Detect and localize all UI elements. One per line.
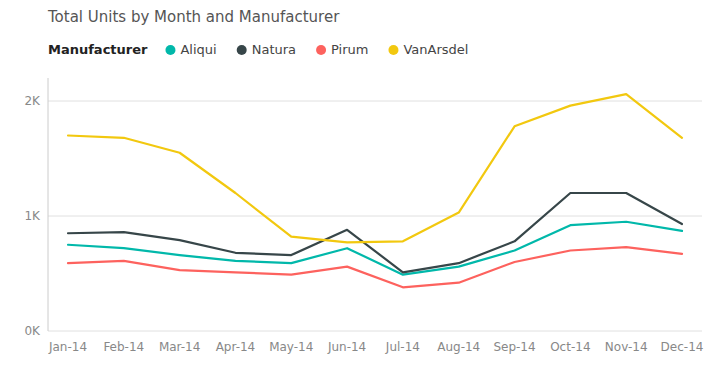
y-axis-line [48,78,49,331]
x-tick-label: Jan-14 [48,340,87,354]
x-tick-label: Mar-14 [159,340,200,354]
x-tick-label: Apr-14 [216,340,256,354]
legend-title: Manufacturer [48,42,148,57]
y-tick-label: 1K [24,209,41,223]
x-tick-label: Nov-14 [605,340,648,354]
y-tick-label: 2K [24,94,41,108]
x-tick-label: Jul-14 [385,340,420,354]
x-tick-label: Feb-14 [103,340,144,354]
legend-label: Natura [252,42,296,57]
x-tick-label: Dec-14 [661,340,704,354]
legend-label: VanArsdel [403,42,468,57]
x-tick-label: Aug-14 [437,340,480,354]
grid-line [48,101,702,102]
x-tick-label: Oct-14 [550,340,590,354]
series-line [68,193,682,272]
x-tick-label: Sep-14 [493,340,535,354]
lines [68,94,682,287]
chart: Total Units by Month and Manufacturer Man… [0,0,722,367]
x-tick-label: May-14 [269,340,313,354]
legend-swatch [316,45,326,55]
legend-label: Aliqui [180,42,216,57]
series-line [68,247,682,287]
legend-swatch [237,45,247,55]
y-tick-label: 0K [24,324,41,338]
grid-line [48,216,702,217]
series-line [68,94,682,242]
legend-label: Pirum [331,42,368,57]
grid-line [48,331,702,332]
title: Total Units by Month and Manufacturer [47,8,340,26]
x-tick-label: Jun-14 [327,340,366,354]
legend: Manufacturer Aliqui Natura Pirum VanArsdel [48,42,468,57]
legend-swatch [165,45,175,55]
legend-swatch [388,45,398,55]
